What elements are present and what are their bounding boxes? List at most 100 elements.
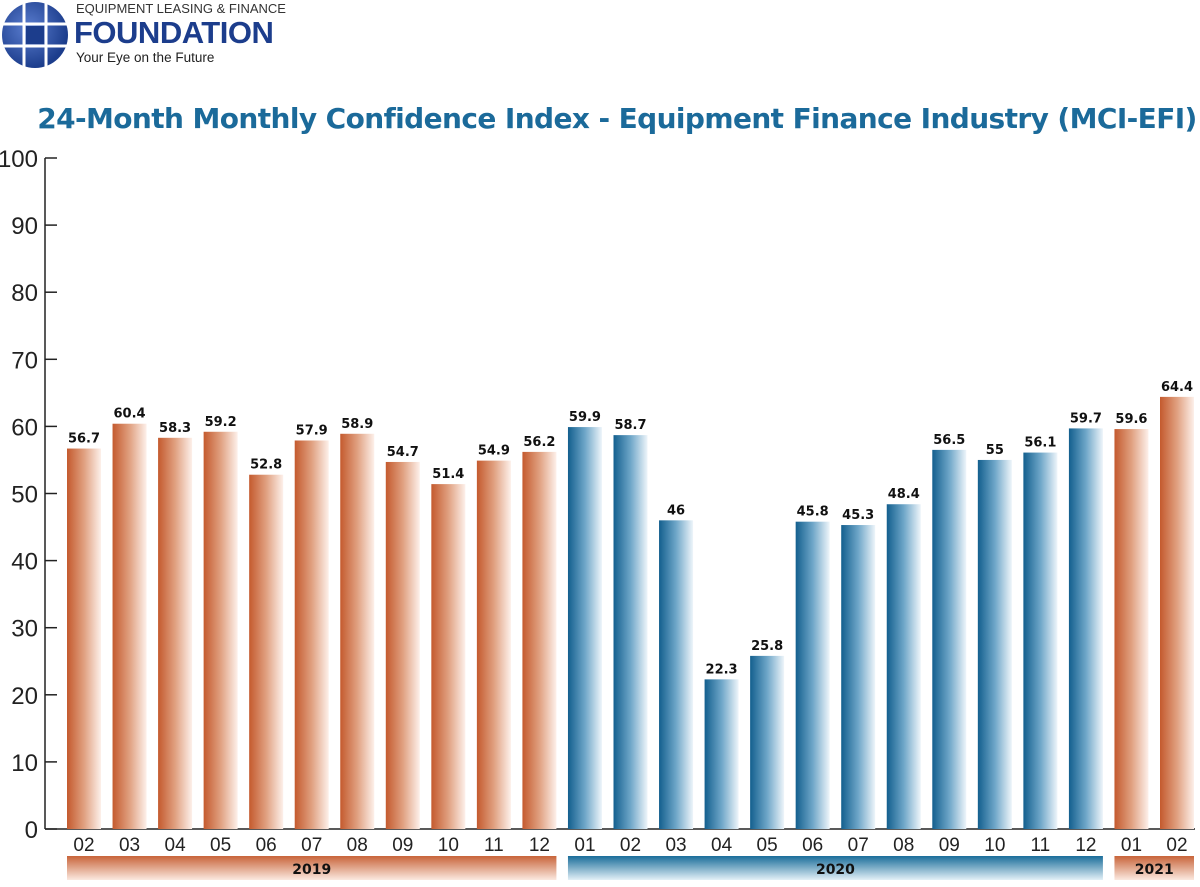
y-tick-label: 30 xyxy=(11,616,38,643)
bar xyxy=(659,520,694,829)
y-tick-label: 50 xyxy=(11,482,38,509)
data-label: 59.2 xyxy=(205,415,237,430)
x-tick-label: 11 xyxy=(1031,835,1051,856)
bar xyxy=(476,460,511,829)
x-tick-label: 01 xyxy=(574,835,595,856)
x-tick-label: 10 xyxy=(984,835,1005,856)
bar xyxy=(977,459,1012,829)
x-tick-label: 03 xyxy=(119,835,140,856)
data-label: 58.7 xyxy=(614,418,646,433)
data-label: 55 xyxy=(986,443,1004,458)
x-tick-label: 02 xyxy=(620,835,641,856)
x-tick-label: 11 xyxy=(484,835,504,856)
x-tick-label: 06 xyxy=(256,835,277,856)
data-label: 48.4 xyxy=(888,487,920,502)
y-tick-label: 0 xyxy=(25,817,38,844)
x-tick-label: 02 xyxy=(73,835,94,856)
y-tick-label: 70 xyxy=(11,347,38,374)
bar xyxy=(340,433,375,829)
bar xyxy=(522,451,557,829)
bar xyxy=(795,521,830,829)
year-label: 2020 xyxy=(816,862,855,878)
x-tick-label: 12 xyxy=(1075,835,1096,856)
bar xyxy=(1068,428,1103,829)
x-tick-label: 10 xyxy=(438,835,459,856)
data-label: 59.6 xyxy=(1115,412,1147,427)
y-tick-label: 90 xyxy=(11,213,38,240)
logo: EQUIPMENT LEASING & FINANCE FOUNDATION Y… xyxy=(0,0,320,70)
data-label: 59.7 xyxy=(1070,411,1102,426)
data-label: 45.3 xyxy=(842,508,874,523)
bar xyxy=(1160,396,1194,829)
logo-top-text: EQUIPMENT LEASING & FINANCE xyxy=(76,1,286,16)
bar xyxy=(112,423,147,829)
x-tick-label: 02 xyxy=(1166,835,1187,856)
bar xyxy=(294,440,329,829)
x-tick-label: 03 xyxy=(665,835,686,856)
y-tick-label: 10 xyxy=(11,750,38,777)
data-label: 56.7 xyxy=(68,432,100,447)
data-label: 64.4 xyxy=(1161,380,1193,395)
bar xyxy=(886,504,921,829)
data-label: 45.8 xyxy=(797,505,829,520)
bar xyxy=(1114,429,1149,829)
x-tick-label: 05 xyxy=(757,835,778,856)
x-tick-label: 09 xyxy=(939,835,960,856)
logo-tagline: Your Eye on the Future xyxy=(76,50,215,65)
data-label: 52.8 xyxy=(250,458,282,473)
x-tick-label: 07 xyxy=(301,835,322,856)
year-band xyxy=(567,856,1103,880)
x-tick-label: 05 xyxy=(210,835,231,856)
data-label: 56.1 xyxy=(1024,436,1056,451)
data-label: 56.5 xyxy=(933,433,965,448)
data-label: 59.9 xyxy=(569,410,601,425)
x-tick-label: 08 xyxy=(893,835,914,856)
logo-globe-icon xyxy=(2,2,68,68)
data-label: 58.3 xyxy=(159,421,191,436)
data-label: 22.3 xyxy=(706,662,738,677)
bar xyxy=(203,431,238,829)
x-tick-label: 07 xyxy=(848,835,869,856)
bar xyxy=(613,435,648,829)
year-label: 2019 xyxy=(292,862,331,878)
bar xyxy=(704,679,739,829)
bar xyxy=(67,448,101,829)
bar xyxy=(567,427,602,829)
bar xyxy=(750,655,785,829)
bar xyxy=(932,449,967,829)
data-label: 54.9 xyxy=(478,444,510,459)
bar xyxy=(431,484,466,829)
bar xyxy=(1023,452,1058,829)
data-label: 25.8 xyxy=(751,639,783,654)
bar xyxy=(841,525,876,829)
x-tick-label: 08 xyxy=(347,835,368,856)
x-tick-label: 04 xyxy=(165,835,187,856)
year-label: 2021 xyxy=(1135,862,1174,878)
data-label: 54.7 xyxy=(387,445,419,460)
chart-title: 24-Month Monthly Confidence Index - Equi… xyxy=(37,102,1197,135)
logo-main-text: FOUNDATION xyxy=(74,15,274,50)
data-label: 46 xyxy=(667,503,685,518)
y-tick-label: 40 xyxy=(11,549,38,576)
data-label: 51.4 xyxy=(432,467,464,482)
y-tick-label: 20 xyxy=(11,683,38,710)
data-label: 57.9 xyxy=(296,423,328,438)
bar xyxy=(158,437,193,829)
bar xyxy=(249,474,284,829)
y-tick-label: 80 xyxy=(11,280,38,307)
x-tick-label: 04 xyxy=(711,835,733,856)
x-tick-label: 09 xyxy=(392,835,413,856)
x-tick-label: 06 xyxy=(802,835,823,856)
y-tick-label: 100 xyxy=(0,146,38,173)
y-tick-label: 60 xyxy=(11,414,38,441)
year-band xyxy=(67,856,557,880)
data-label: 60.4 xyxy=(114,407,146,422)
data-label: 58.9 xyxy=(341,417,373,432)
data-label: 56.2 xyxy=(523,435,555,450)
bar xyxy=(385,461,420,829)
x-tick-label: 01 xyxy=(1121,835,1142,856)
year-band xyxy=(1114,856,1194,880)
x-tick-label: 12 xyxy=(529,835,550,856)
